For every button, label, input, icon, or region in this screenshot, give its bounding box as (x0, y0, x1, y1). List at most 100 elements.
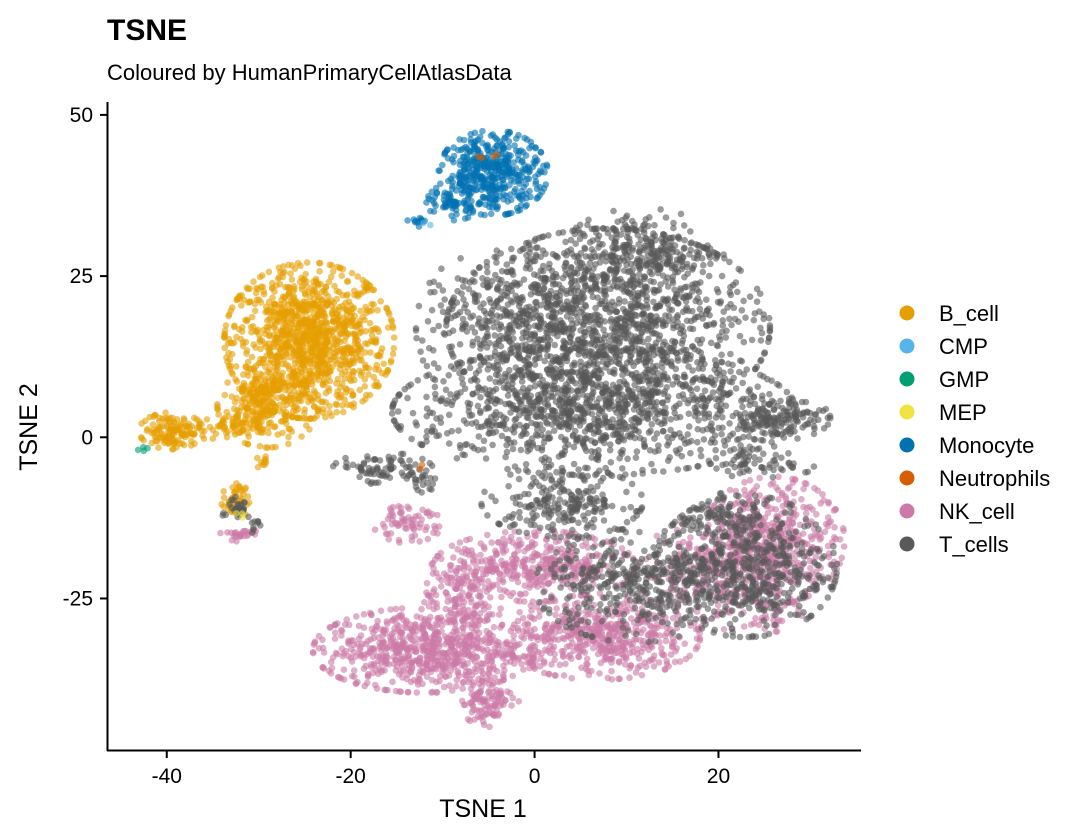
data-point (351, 287, 358, 295)
data-point (477, 592, 484, 600)
data-point (328, 664, 336, 672)
data-point (369, 669, 377, 677)
data-point (616, 636, 623, 643)
data-point (456, 539, 464, 546)
data-point (387, 530, 395, 537)
data-point (396, 688, 404, 695)
data-point (326, 409, 333, 416)
data-point (551, 672, 559, 679)
data-point (362, 349, 369, 356)
data-point (247, 421, 254, 428)
data-point (387, 359, 395, 366)
data-point (270, 359, 278, 367)
data-point (604, 674, 612, 682)
data-point (433, 600, 441, 607)
data-point (486, 555, 494, 563)
data-point (448, 542, 456, 550)
data-point (499, 671, 507, 678)
data-point (450, 554, 457, 561)
data-point (288, 315, 296, 322)
data-point (655, 659, 663, 666)
data-point (338, 626, 345, 634)
data-point (454, 564, 462, 572)
data-point (364, 280, 371, 287)
data-point (359, 313, 367, 321)
data-point (424, 591, 432, 599)
data-point (507, 533, 515, 541)
data-point (232, 412, 240, 420)
data-point (361, 383, 369, 390)
data-point (530, 553, 538, 561)
data-point (438, 576, 445, 584)
data-point (458, 549, 466, 556)
data-point (368, 307, 376, 314)
data-point (277, 339, 284, 346)
data-point (331, 629, 339, 637)
data-point (286, 325, 294, 333)
data-point (748, 336, 756, 344)
data-point (800, 485, 807, 493)
data-point (453, 574, 460, 582)
data-point (615, 659, 623, 666)
data-point (252, 289, 260, 297)
data-point (340, 347, 348, 355)
data-point (348, 269, 356, 277)
data-point (422, 631, 429, 638)
data-point (311, 338, 318, 346)
data-point (469, 551, 476, 558)
data-point (279, 273, 287, 281)
data-point (539, 557, 547, 564)
data-point (237, 485, 244, 493)
data-point (824, 514, 832, 521)
data-point (476, 264, 483, 271)
data-point (472, 695, 480, 703)
data-point (626, 649, 634, 657)
data-point (516, 608, 523, 616)
data-point (256, 338, 264, 346)
data-point (285, 362, 292, 370)
data-point (309, 290, 317, 297)
data-point (402, 658, 410, 665)
data-point (278, 327, 286, 335)
data-point (476, 576, 483, 583)
data-point (349, 316, 357, 324)
data-point (389, 324, 397, 332)
data-point (584, 667, 592, 674)
data-point (429, 654, 436, 662)
data-point (265, 429, 272, 437)
data-point (272, 326, 280, 333)
data-point (337, 338, 344, 346)
data-point (353, 354, 360, 361)
data-point (246, 400, 254, 408)
data-point (241, 395, 248, 402)
data-point (558, 550, 566, 557)
data-point (239, 426, 247, 433)
data-point (832, 505, 839, 513)
data-point (355, 329, 363, 337)
data-point (808, 535, 816, 543)
data-point (576, 639, 584, 646)
data-point (265, 298, 273, 306)
data-point (282, 321, 289, 328)
data-point (155, 444, 162, 452)
data-point (370, 373, 378, 381)
data-point (360, 624, 368, 631)
data-point (319, 380, 327, 388)
data-point (619, 651, 627, 658)
data-point (489, 581, 496, 589)
data-point (416, 538, 423, 545)
data-point (233, 296, 241, 303)
data-point (276, 303, 283, 311)
data-point (541, 572, 549, 579)
data-point (256, 442, 264, 450)
data-point (153, 433, 160, 441)
data-point (553, 605, 560, 612)
data-point (430, 605, 438, 613)
data-point (491, 703, 498, 710)
data-point (250, 278, 257, 286)
data-point (286, 284, 294, 291)
data-point (692, 645, 700, 653)
data-point (221, 344, 228, 352)
data-point (365, 371, 372, 378)
data-point (509, 694, 517, 702)
